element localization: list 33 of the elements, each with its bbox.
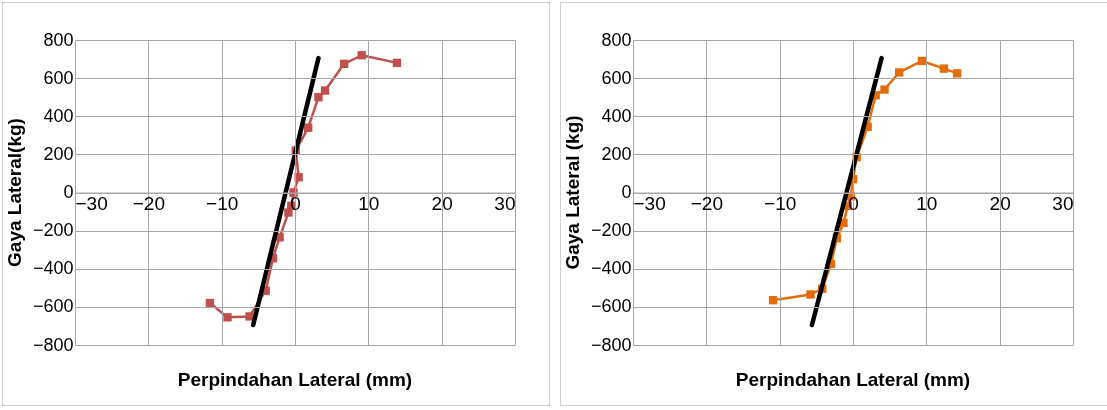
y-tick-label: 200 [601,143,632,164]
y-tick-label: −400 [590,258,632,279]
y-tick-label: 600 [601,67,632,88]
y-tick-label: −400 [32,258,74,279]
y-tick-label: 800 [43,29,74,50]
y-tick-label: 400 [43,105,74,126]
x-tick-label: −20 [690,193,723,214]
x-tick-label: −20 [132,193,165,214]
x-tick-label: −30 [75,193,108,214]
x-tick-label: 20 [989,193,1011,214]
y-tick-label: 600 [43,67,74,88]
x-axis-title: Perpindahan Lateral (mm) [177,369,413,390]
y-tick-label: 800 [601,29,632,50]
y-tick-label: 200 [43,143,74,164]
x-tick-label: 10 [916,193,938,214]
x-tick-label: 30 [494,193,516,214]
y-tick-label: −800 [32,334,74,355]
x-axis-title: Perpindahan Lateral (mm) [735,369,971,390]
x-tick-label: 30 [1052,193,1074,214]
y-tick-label: −800 [590,334,632,355]
x-tick-label: −10 [206,193,239,214]
x-tick-label: 0 [290,193,301,214]
y-tick-label: −600 [590,296,632,317]
y-tick-label: −200 [590,220,632,241]
y-tick-label: 400 [601,105,632,126]
x-tick-label: 10 [358,193,380,214]
x-tick-label: −10 [764,193,797,214]
y-axis-title: Gaya Lateral (kg) [562,115,583,270]
y-tick-label: −600 [32,296,74,317]
x-tick-label: −30 [633,193,666,214]
x-tick-label: 20 [431,193,453,214]
y-axis-title: Gaya Lateral(kg) [4,118,25,267]
y-tick-label: −200 [32,220,74,241]
